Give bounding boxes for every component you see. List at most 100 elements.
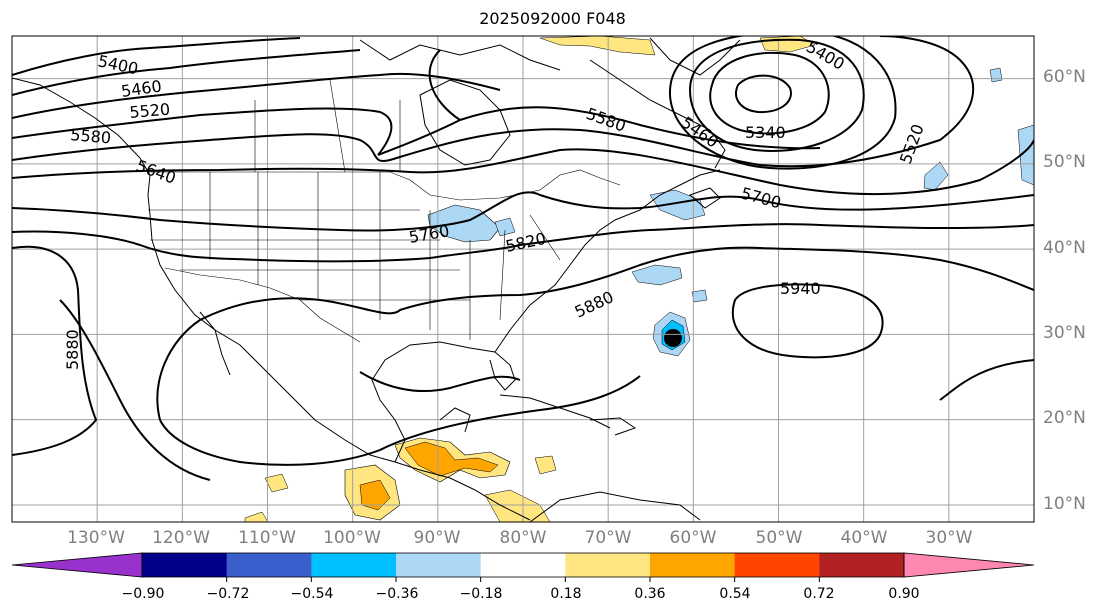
colorbar-segment [311, 553, 397, 577]
contour-5940 [731, 283, 884, 359]
colorbar-tick-label: 0.54 [719, 586, 751, 602]
lon-label-130w: 130°W [67, 528, 125, 548]
contour-5460-west [12, 49, 361, 96]
contour-5400-west [12, 37, 301, 76]
contour-5820 [12, 223, 1034, 263]
contour-5880-west [12, 245, 98, 456]
colorbar-extend-max [903, 552, 1035, 578]
colorbar-tick-label: 0.36 [634, 586, 666, 602]
colorbar-frame [141, 552, 905, 578]
coast-labrador [589, 59, 726, 169]
border-states-12 [529, 214, 561, 261]
shade-negative-far-east [1017, 124, 1034, 186]
colorbar-extend-min [11, 552, 143, 578]
label-5580-west: 5580 [70, 125, 112, 147]
shade-negative-atlantic [631, 264, 683, 286]
contour-5820-south [59, 299, 211, 481]
shade-negative-atlantic2 [691, 289, 708, 303]
contour-5520-west [12, 72, 501, 119]
coast-baja [199, 311, 231, 376]
colorbar [11, 552, 1035, 582]
colorbar-segment [650, 553, 736, 577]
lon-label-110w: 110°W [238, 528, 296, 548]
contour-5520-closed [668, 36, 897, 170]
border-states-11 [499, 229, 506, 321]
colorbar-tick-label: −0.72 [206, 586, 250, 602]
coast-centralam [394, 461, 531, 521]
lat-label-30: 30°N [1043, 323, 1086, 343]
label-5340: 5340 [745, 123, 786, 142]
borders [148, 79, 621, 343]
lon-label-80w: 80°W [499, 528, 547, 548]
coast-yucatan [439, 407, 471, 433]
coast-arctic-islands [359, 39, 561, 71]
map-title: 2025092000 F048 [479, 9, 626, 28]
contour-5760 [12, 191, 1034, 232]
colorbar-segment [734, 553, 820, 577]
lon-label-70w: 70°W [584, 528, 632, 548]
lon-label-30w: 30°W [925, 528, 973, 548]
lat-label-50: 50°N [1043, 152, 1086, 172]
shade-positive-pacific [264, 473, 289, 493]
label-5760: 5760 [407, 221, 450, 247]
lon-label-100w: 100°W [323, 528, 381, 548]
label-5880-west: 5880 [63, 329, 82, 370]
contour-5880-main [156, 246, 1034, 421]
lat-label-20: 20°N [1043, 408, 1086, 428]
lon-label-40w: 40°W [840, 528, 888, 548]
lon-label-90w: 90°W [413, 528, 461, 548]
shade-negative-nova-scotia [649, 189, 706, 221]
coast-hispaniola [589, 417, 637, 436]
height-contours [12, 36, 1034, 481]
label-5940: 5940 [780, 279, 821, 298]
contour-5880-east [939, 359, 1034, 401]
contour-5460-closed [688, 38, 865, 152]
contour-5640 [12, 36, 974, 168]
coast-eastcoast [494, 169, 721, 353]
label-5400-west: 5400 [96, 51, 140, 78]
shade-positive-pacific2 [244, 511, 269, 522]
lon-label-120w: 120°W [152, 528, 210, 548]
colorbar-segment [142, 553, 228, 577]
label-5520-west: 5520 [129, 100, 171, 122]
border-us-canada [148, 169, 621, 201]
contour-5340-closed [735, 74, 792, 114]
map-frame [11, 35, 1035, 523]
colorbar-segment [565, 553, 651, 577]
coast-gulf [371, 341, 516, 463]
contour-labels: 5400 5460 5520 5580 5640 5580 5340 5460 … [63, 37, 928, 370]
colorbar-tick-label: −0.54 [290, 586, 334, 602]
shade-negative-east-atlantic [923, 161, 949, 191]
lon-label-60w: 60°W [669, 528, 717, 548]
colorbar-tick-label: −0.18 [459, 586, 503, 602]
border-canada-provinces [254, 79, 401, 173]
lon-label-50w: 50°W [755, 528, 803, 548]
lat-label-10: 10°N [1043, 494, 1086, 514]
colorbar-tick-label: 0.18 [550, 586, 582, 602]
graticule [12, 36, 1034, 522]
border-us-mexico [164, 267, 361, 343]
shade-positive-caribbean [534, 455, 557, 475]
colorbar-tick-label: 0.90 [888, 586, 920, 602]
contour-5880-south [159, 375, 641, 466]
label-5460-labrador: 5460 [678, 113, 722, 152]
coast-hudson [419, 79, 511, 166]
contour-5580-north [428, 49, 461, 121]
shade-positive-arctic [539, 36, 656, 56]
contour-5580-west [12, 106, 821, 156]
shade-negative-nfar-east [989, 67, 1003, 83]
label-5460-west: 5460 [120, 76, 163, 100]
colorbar-tick-label: −0.90 [121, 586, 165, 602]
shade-orange-mexico-pacific [359, 479, 391, 511]
colorbar-segment [226, 553, 312, 577]
label-5520-east: 5520 [896, 122, 928, 167]
coast-southam [529, 491, 701, 522]
label-5640: 5640 [134, 156, 179, 188]
coast-newfoundland [689, 187, 721, 209]
label-5400-east: 5400 [803, 37, 848, 74]
shade-positive-south [484, 489, 551, 522]
shade-negative-greatlakes2 [494, 217, 516, 237]
coast-greenland [649, 37, 741, 76]
colorbar-segment [396, 553, 482, 577]
colorbar-segment [819, 553, 905, 577]
